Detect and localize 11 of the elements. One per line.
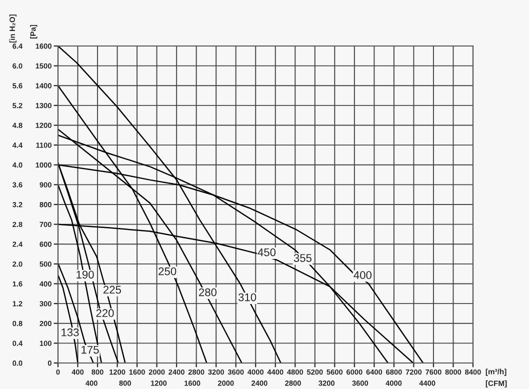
annotation: 310: [238, 293, 256, 302]
annotation: 225: [103, 286, 121, 294]
annotation: 280: [198, 288, 217, 296]
annotation: 190: [76, 270, 94, 279]
annotation: 220: [96, 309, 114, 318]
annotation: 175: [82, 346, 99, 354]
annotation: 133: [62, 328, 79, 336]
annotation: 355: [294, 254, 312, 262]
annotation: 400: [354, 271, 372, 280]
annotation: 250: [158, 267, 176, 276]
annotation: 450: [258, 248, 276, 256]
